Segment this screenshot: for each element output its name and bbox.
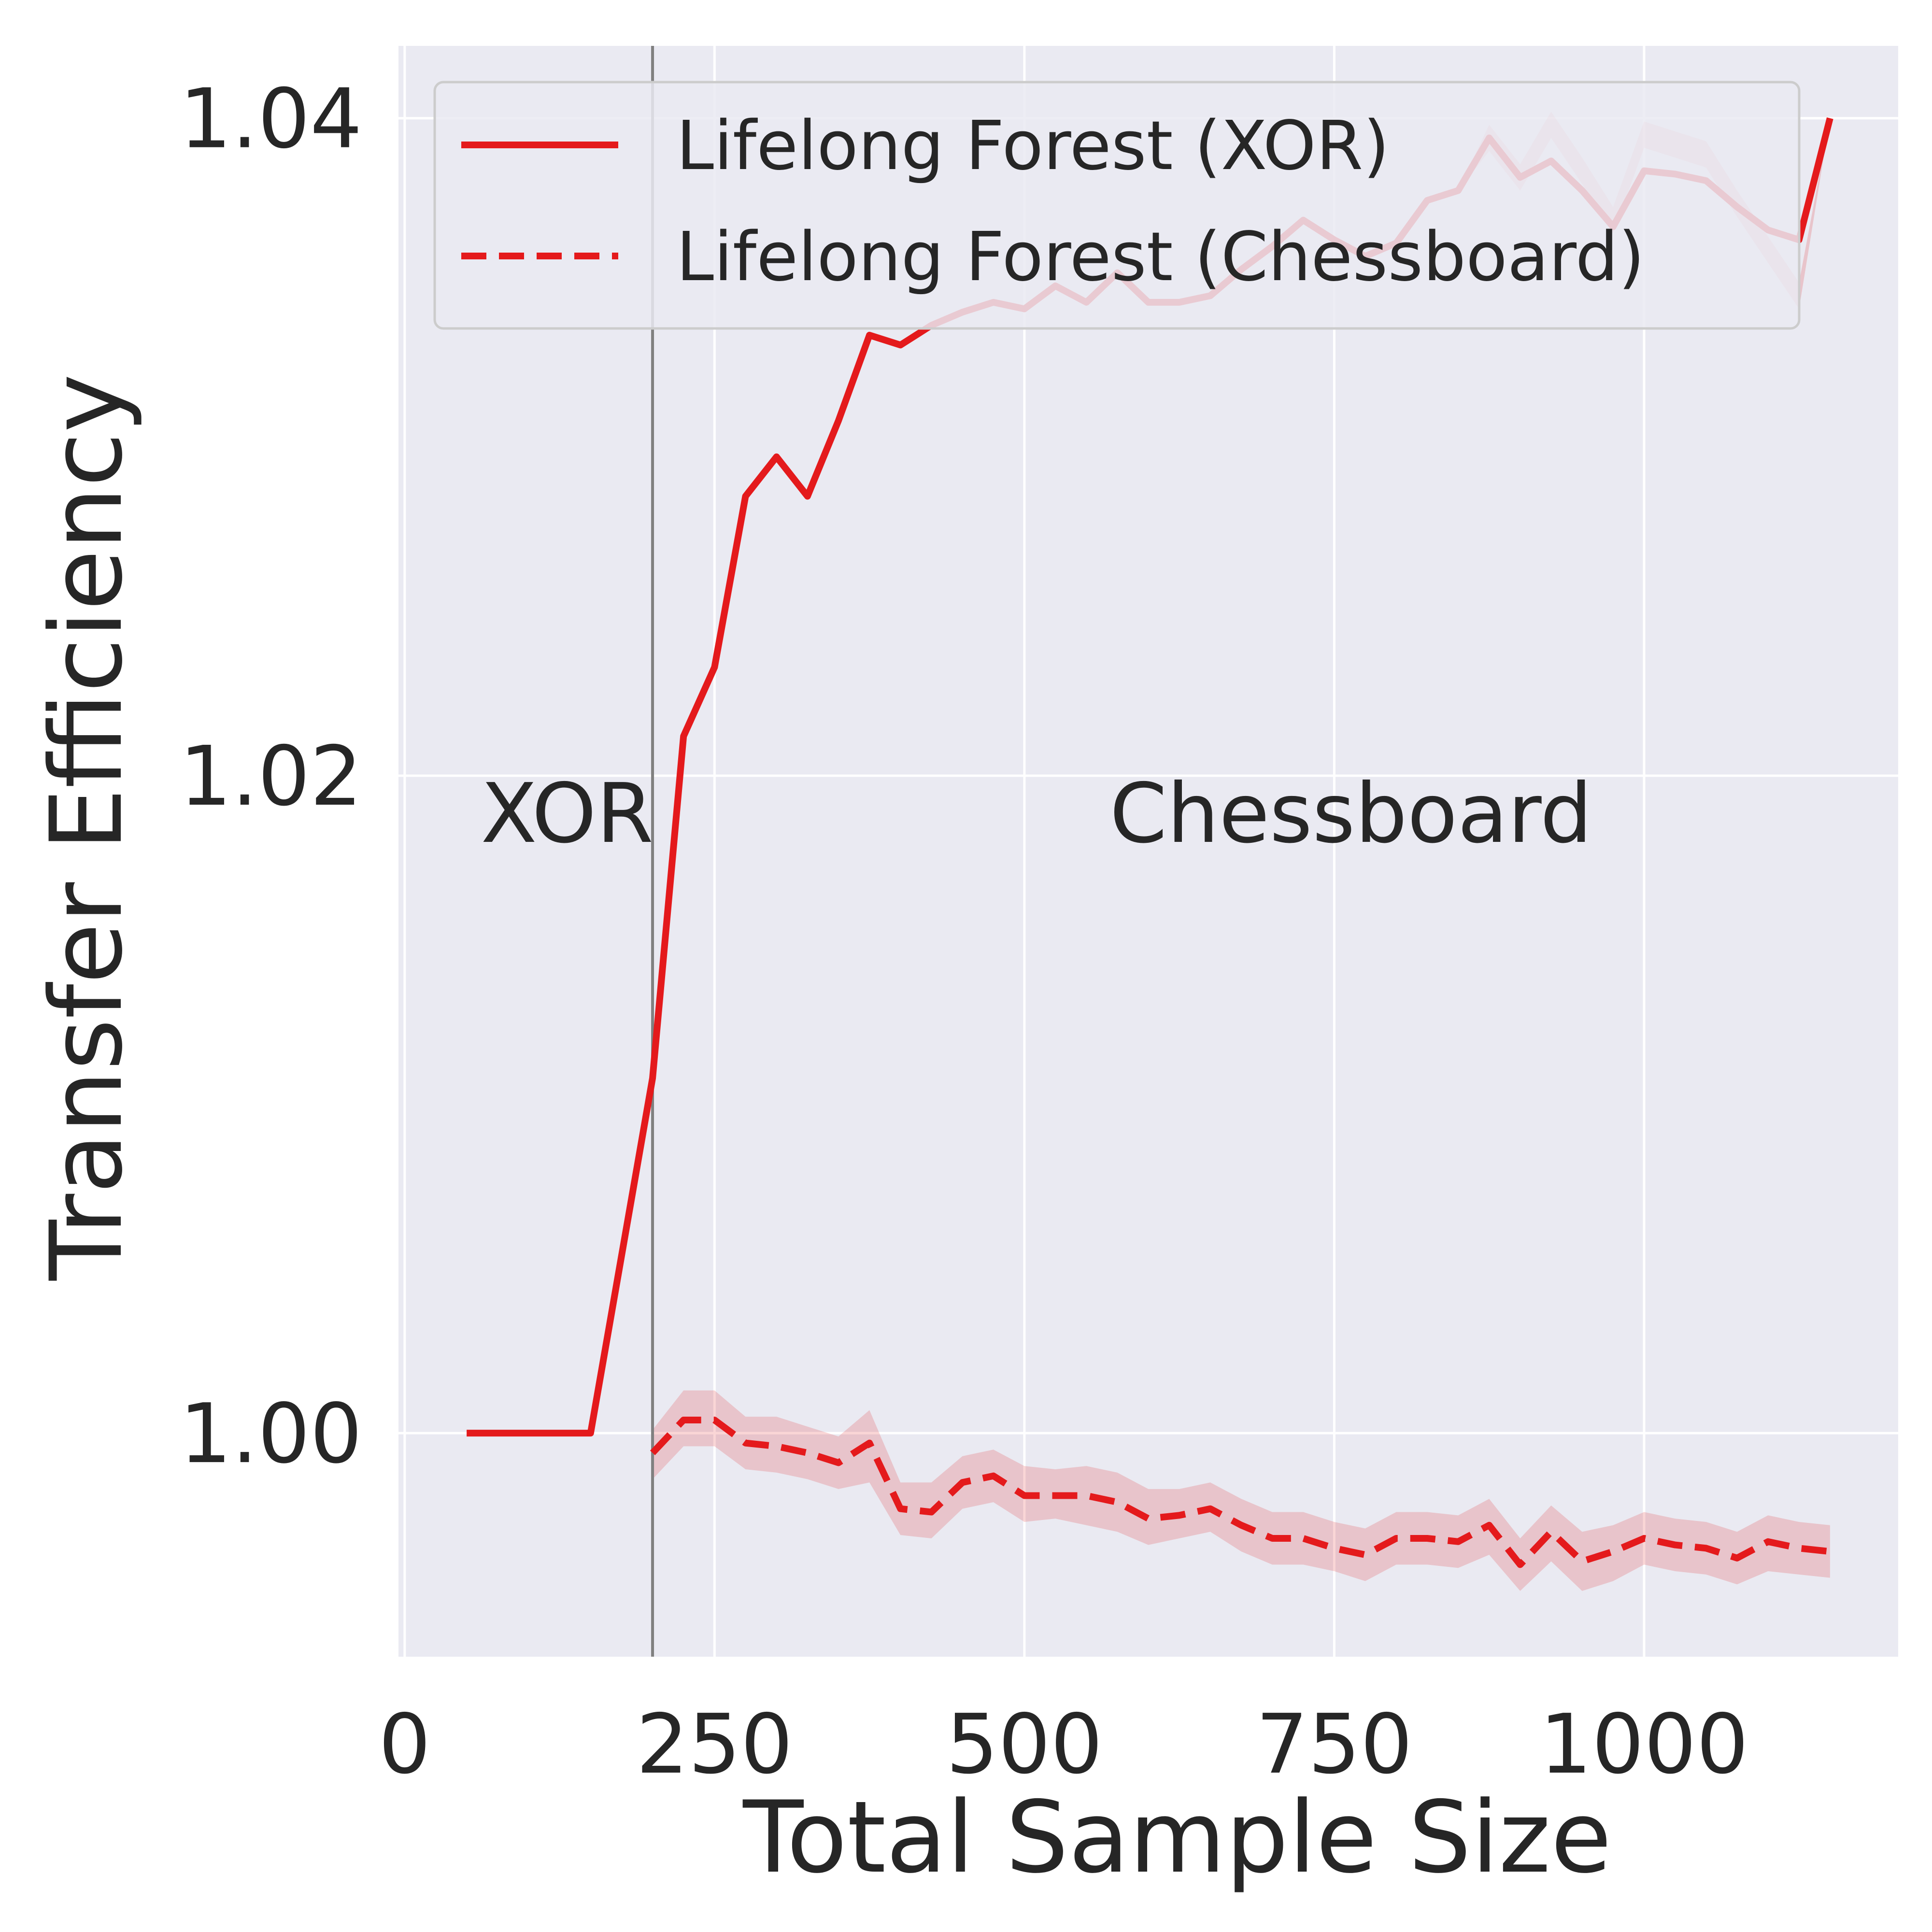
confidence-band-chessboard bbox=[653, 1390, 1830, 1591]
legend-label-chessboard: Lifelong Forest (Chessboard) bbox=[676, 218, 1645, 297]
y-tick-label: 1.02 bbox=[179, 729, 362, 824]
x-axis-title: Total Sample Size bbox=[742, 1780, 1612, 1895]
y-axis-title: Transfer Efficiency bbox=[29, 374, 144, 1281]
y-axis-ticks: 1.00 1.02 1.04 bbox=[179, 71, 362, 1482]
x-tick-label: 0 bbox=[379, 1697, 431, 1792]
y-tick-label: 1.00 bbox=[179, 1386, 362, 1482]
legend-label-xor: Lifelong Forest (XOR) bbox=[676, 107, 1390, 185]
annotation-chessboard: Chessboard bbox=[1110, 766, 1592, 862]
x-tick-label: 500 bbox=[946, 1697, 1103, 1792]
legend: Lifelong Forest (XOR) Lifelong Forest (C… bbox=[433, 81, 1801, 330]
x-tick-label: 750 bbox=[1256, 1697, 1412, 1792]
annotation-xor: XOR bbox=[481, 766, 653, 862]
x-axis-ticks: 0 250 500 750 1000 bbox=[379, 1697, 1749, 1792]
legend-box bbox=[433, 81, 1801, 330]
y-tick-label: 1.04 bbox=[179, 71, 362, 167]
x-tick-label: 250 bbox=[636, 1697, 793, 1792]
confidence-bands bbox=[467, 112, 1830, 1591]
x-tick-label: 1000 bbox=[1540, 1697, 1749, 1792]
